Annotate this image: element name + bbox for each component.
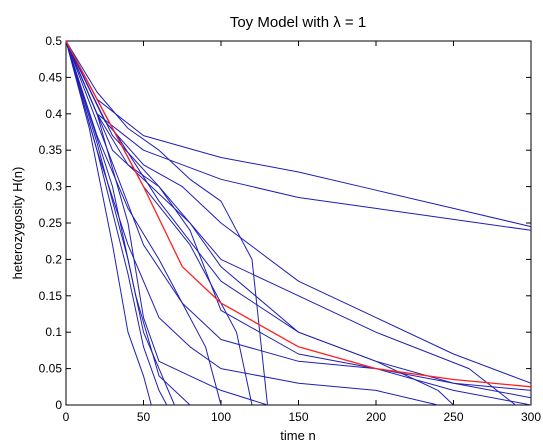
simulation-series-line (65, 40, 454, 406)
simulation-series-line (65, 40, 268, 406)
x-tick-label: 0 (63, 410, 70, 424)
simulation-series-line (65, 40, 152, 406)
y-tick-label: 0.2 (45, 252, 62, 266)
y-tick-label: 0.1 (45, 325, 62, 339)
y-tick-label: 0.4 (45, 107, 62, 121)
y-axis-label: heterozygosity H(n) (10, 167, 25, 280)
x-tick-label: 100 (211, 410, 231, 424)
x-tick-label: 250 (443, 410, 463, 424)
mean-series-line (65, 40, 532, 388)
x-tick-label: 300 (521, 410, 541, 424)
y-tick-label: 0.05 (39, 362, 63, 376)
y-tick-label: 0 (55, 398, 62, 412)
simulation-series-line (65, 40, 268, 406)
y-tick-label: 0.3 (45, 180, 62, 194)
simulation-series-line (65, 40, 222, 406)
chart-title: Toy Model with λ = 1 (230, 14, 366, 31)
x-tick-label: 200 (366, 410, 386, 424)
axis-ticks: 0 50 100 150 200 250 300 0 0.05 0.1 0.15 0.2 0.25 0.3… (39, 34, 542, 424)
y-tick-label: 0.5 (45, 34, 62, 48)
y-tick-label: 0.15 (39, 289, 63, 303)
simulation-series-line (65, 40, 168, 406)
simulation-series-line (65, 40, 191, 406)
simulation-series-line (65, 40, 532, 228)
x-tick-label: 50 (137, 410, 151, 424)
y-tick-label: 0.45 (39, 70, 63, 84)
x-tick-label: 150 (288, 410, 308, 424)
y-tick-label: 0.25 (39, 216, 63, 230)
series-layer (65, 40, 532, 406)
y-tick-label: 0.35 (39, 143, 63, 157)
x-axis-label: time n (280, 428, 315, 443)
plot-area (65, 40, 532, 406)
simulation-series-line (65, 40, 532, 391)
